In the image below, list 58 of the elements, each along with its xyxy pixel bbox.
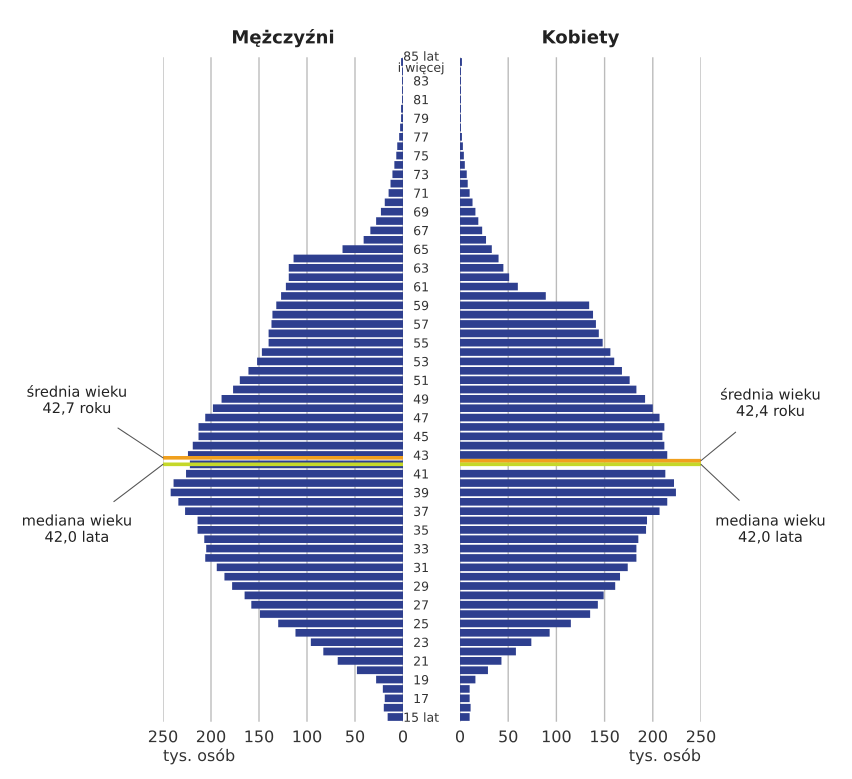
y-tick-label: 39 xyxy=(414,488,428,498)
x-tick-label: 50 xyxy=(346,730,364,742)
y-tick-label: 67 xyxy=(414,226,428,236)
y-tick-label: 57 xyxy=(414,320,428,329)
ref-line-label: średnia wieku 42,7 roku xyxy=(27,385,126,415)
ref-line-label: mediana wieku 42,0 lata xyxy=(23,514,131,544)
y-tick-label: 35 xyxy=(414,525,428,535)
bar xyxy=(460,666,488,674)
ref-line-label: mediana wieku 42,0 lata xyxy=(716,514,824,544)
y-tick-label: 17 xyxy=(414,694,428,704)
y-tick-label: 41 xyxy=(414,469,428,478)
x-tick-label: 200 xyxy=(196,730,226,742)
chart-title: Mężczyźni xyxy=(233,28,334,48)
y-tick-label: 81 xyxy=(414,94,428,104)
x-tick-label: 250 xyxy=(686,730,716,742)
y-tick-label: 73 xyxy=(414,170,428,180)
y-tick-label: 65 xyxy=(414,244,428,254)
y-tick-label: 51 xyxy=(414,376,428,386)
x-tick-label: 100 xyxy=(542,730,571,742)
y-tick-label: 49 xyxy=(414,394,428,404)
y-tick-label: 85 lat i więcej xyxy=(398,51,444,74)
y-tick-label: 61 xyxy=(414,282,428,292)
y-tick-label: 63 xyxy=(414,263,428,273)
y-tick-label: 71 xyxy=(414,188,428,198)
y-tick-label: 29 xyxy=(414,581,428,591)
x-tick-label: 150 xyxy=(591,730,619,742)
y-tick-label: 83 xyxy=(414,76,428,86)
y-tick-label: 19 xyxy=(414,675,428,685)
y-tick-label: 53 xyxy=(414,356,428,366)
x-tick-label: 250 xyxy=(148,730,178,742)
bar xyxy=(356,666,403,674)
y-tick-label: 15 lat xyxy=(404,712,439,722)
x-tick-label: 0 xyxy=(398,730,408,742)
y-tick-label: 69 xyxy=(414,207,428,217)
y-tick-label: 75 xyxy=(414,151,428,160)
y-tick-label: 27 xyxy=(414,600,428,610)
y-tick-label: 59 xyxy=(414,300,428,310)
y-tick-label: 21 xyxy=(414,656,428,666)
y-tick-label: 47 xyxy=(414,413,428,422)
y-tick-label: 25 xyxy=(414,618,428,628)
x-axis-title: tys. osób xyxy=(163,748,234,764)
y-tick-label: 43 xyxy=(414,450,428,460)
y-tick-label: 79 xyxy=(414,114,428,124)
x-tick-label: 100 xyxy=(294,730,322,742)
x-tick-label: 0 xyxy=(456,730,464,742)
y-tick-label: 45 xyxy=(414,432,428,442)
x-tick-label: 150 xyxy=(246,730,274,742)
x-tick-label: 200 xyxy=(638,730,667,742)
x-axis-title: tys. osób xyxy=(629,748,700,764)
y-tick-label: 23 xyxy=(414,638,428,648)
x-tick-label: 50 xyxy=(499,730,518,742)
ref-line-label: średnia wieku 42,4 roku xyxy=(720,388,820,418)
y-tick-label: 33 xyxy=(414,544,428,554)
y-tick-label: 55 xyxy=(414,338,428,348)
y-tick-label: 37 xyxy=(414,506,428,516)
chart-title: Kobiety xyxy=(543,30,620,48)
y-tick-label: 31 xyxy=(414,562,428,572)
y-tick-label: 77 xyxy=(414,132,428,142)
